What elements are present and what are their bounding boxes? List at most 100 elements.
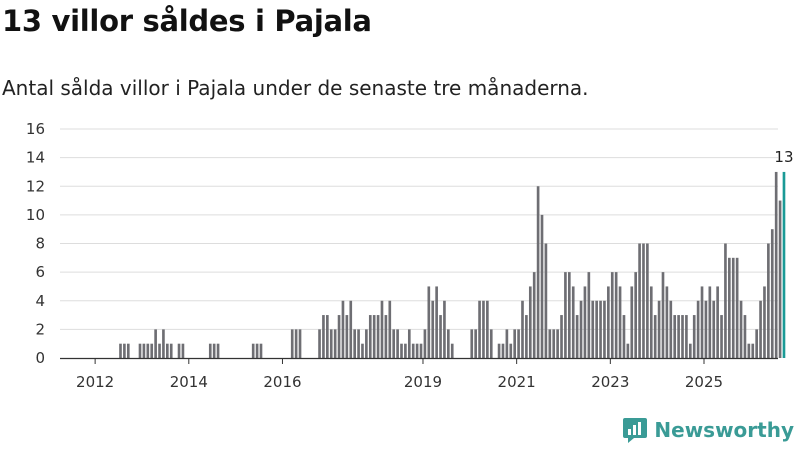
highlight-bar — [782, 171, 786, 358]
bar — [443, 300, 446, 358]
bar — [599, 300, 602, 358]
bar — [665, 286, 669, 358]
bar — [384, 315, 388, 358]
bar — [548, 329, 552, 358]
bar — [318, 329, 321, 358]
bar — [716, 286, 719, 358]
bar — [208, 343, 212, 358]
bar — [415, 343, 419, 358]
bar — [146, 343, 150, 358]
bar — [486, 300, 489, 358]
bar — [376, 315, 380, 358]
bar — [123, 343, 126, 358]
bar — [513, 329, 517, 358]
bar — [353, 329, 356, 358]
bar — [770, 229, 774, 358]
bar — [251, 343, 255, 358]
bar — [583, 286, 587, 358]
bar — [696, 300, 700, 358]
bar — [708, 286, 712, 358]
bar — [333, 329, 337, 358]
x-tick-label: 2025 — [685, 373, 723, 391]
chart-title: 13 villor såldes i Pajala — [2, 4, 372, 38]
bar — [365, 329, 368, 358]
bar — [673, 315, 677, 358]
bar — [747, 343, 751, 358]
bar — [372, 315, 376, 358]
bar — [447, 329, 450, 358]
bar — [259, 343, 263, 358]
bar — [337, 315, 341, 358]
bar — [482, 300, 485, 358]
bar — [685, 315, 688, 358]
bar — [255, 343, 259, 358]
bar — [326, 315, 329, 358]
bar — [521, 300, 524, 358]
bar — [661, 272, 665, 358]
y-tick-label: 14 — [26, 149, 45, 167]
bar — [720, 315, 723, 358]
bar — [345, 315, 349, 358]
bar — [607, 286, 610, 358]
bar — [380, 300, 384, 358]
bar — [630, 286, 634, 358]
bar — [755, 329, 758, 358]
bar — [626, 343, 630, 358]
bar — [778, 200, 782, 358]
bar — [536, 186, 540, 358]
bar — [735, 257, 739, 358]
bar — [517, 329, 520, 358]
bar — [532, 272, 536, 358]
bar — [419, 343, 423, 358]
bar — [166, 343, 169, 358]
bar — [724, 243, 727, 358]
x-tick-label: 2019 — [404, 373, 442, 391]
bar — [290, 329, 294, 358]
bar — [361, 343, 364, 358]
bar — [712, 300, 716, 358]
newsworthy-logo-text: Newsworthy — [654, 418, 794, 442]
bar — [731, 257, 735, 358]
bar — [489, 329, 493, 358]
bar — [154, 329, 157, 358]
bar — [728, 257, 731, 358]
bar — [595, 300, 598, 358]
bar — [575, 315, 579, 358]
bars — [119, 171, 786, 358]
bar — [501, 343, 505, 358]
bar — [579, 300, 583, 358]
bar — [552, 329, 556, 358]
bar — [212, 343, 216, 358]
bar — [294, 329, 298, 358]
bar — [138, 343, 142, 358]
bar — [388, 300, 392, 358]
bar — [610, 272, 614, 358]
bar — [407, 329, 411, 358]
chart-subtitle: Antal sålda villor i Pajala under de sen… — [2, 76, 589, 100]
x-tick-label: 2014 — [170, 373, 208, 391]
bar — [743, 315, 747, 358]
bar — [298, 329, 302, 358]
bar — [404, 343, 407, 358]
bar — [618, 286, 622, 358]
bar — [614, 272, 618, 358]
bar — [478, 300, 481, 358]
bar — [759, 300, 762, 358]
bar — [622, 315, 626, 358]
bar — [567, 272, 571, 358]
y-tick-label: 10 — [26, 206, 45, 224]
bar — [497, 343, 501, 358]
bar — [169, 343, 173, 358]
bar — [392, 329, 396, 358]
bar — [774, 171, 778, 358]
bar — [540, 214, 544, 358]
bar — [322, 315, 325, 358]
bar — [767, 243, 770, 358]
x-tick-label: 2016 — [263, 373, 301, 391]
y-tick-label: 12 — [26, 177, 45, 195]
gridlines — [60, 128, 778, 330]
bar — [411, 343, 415, 358]
bar — [357, 329, 360, 358]
bar — [571, 286, 575, 358]
